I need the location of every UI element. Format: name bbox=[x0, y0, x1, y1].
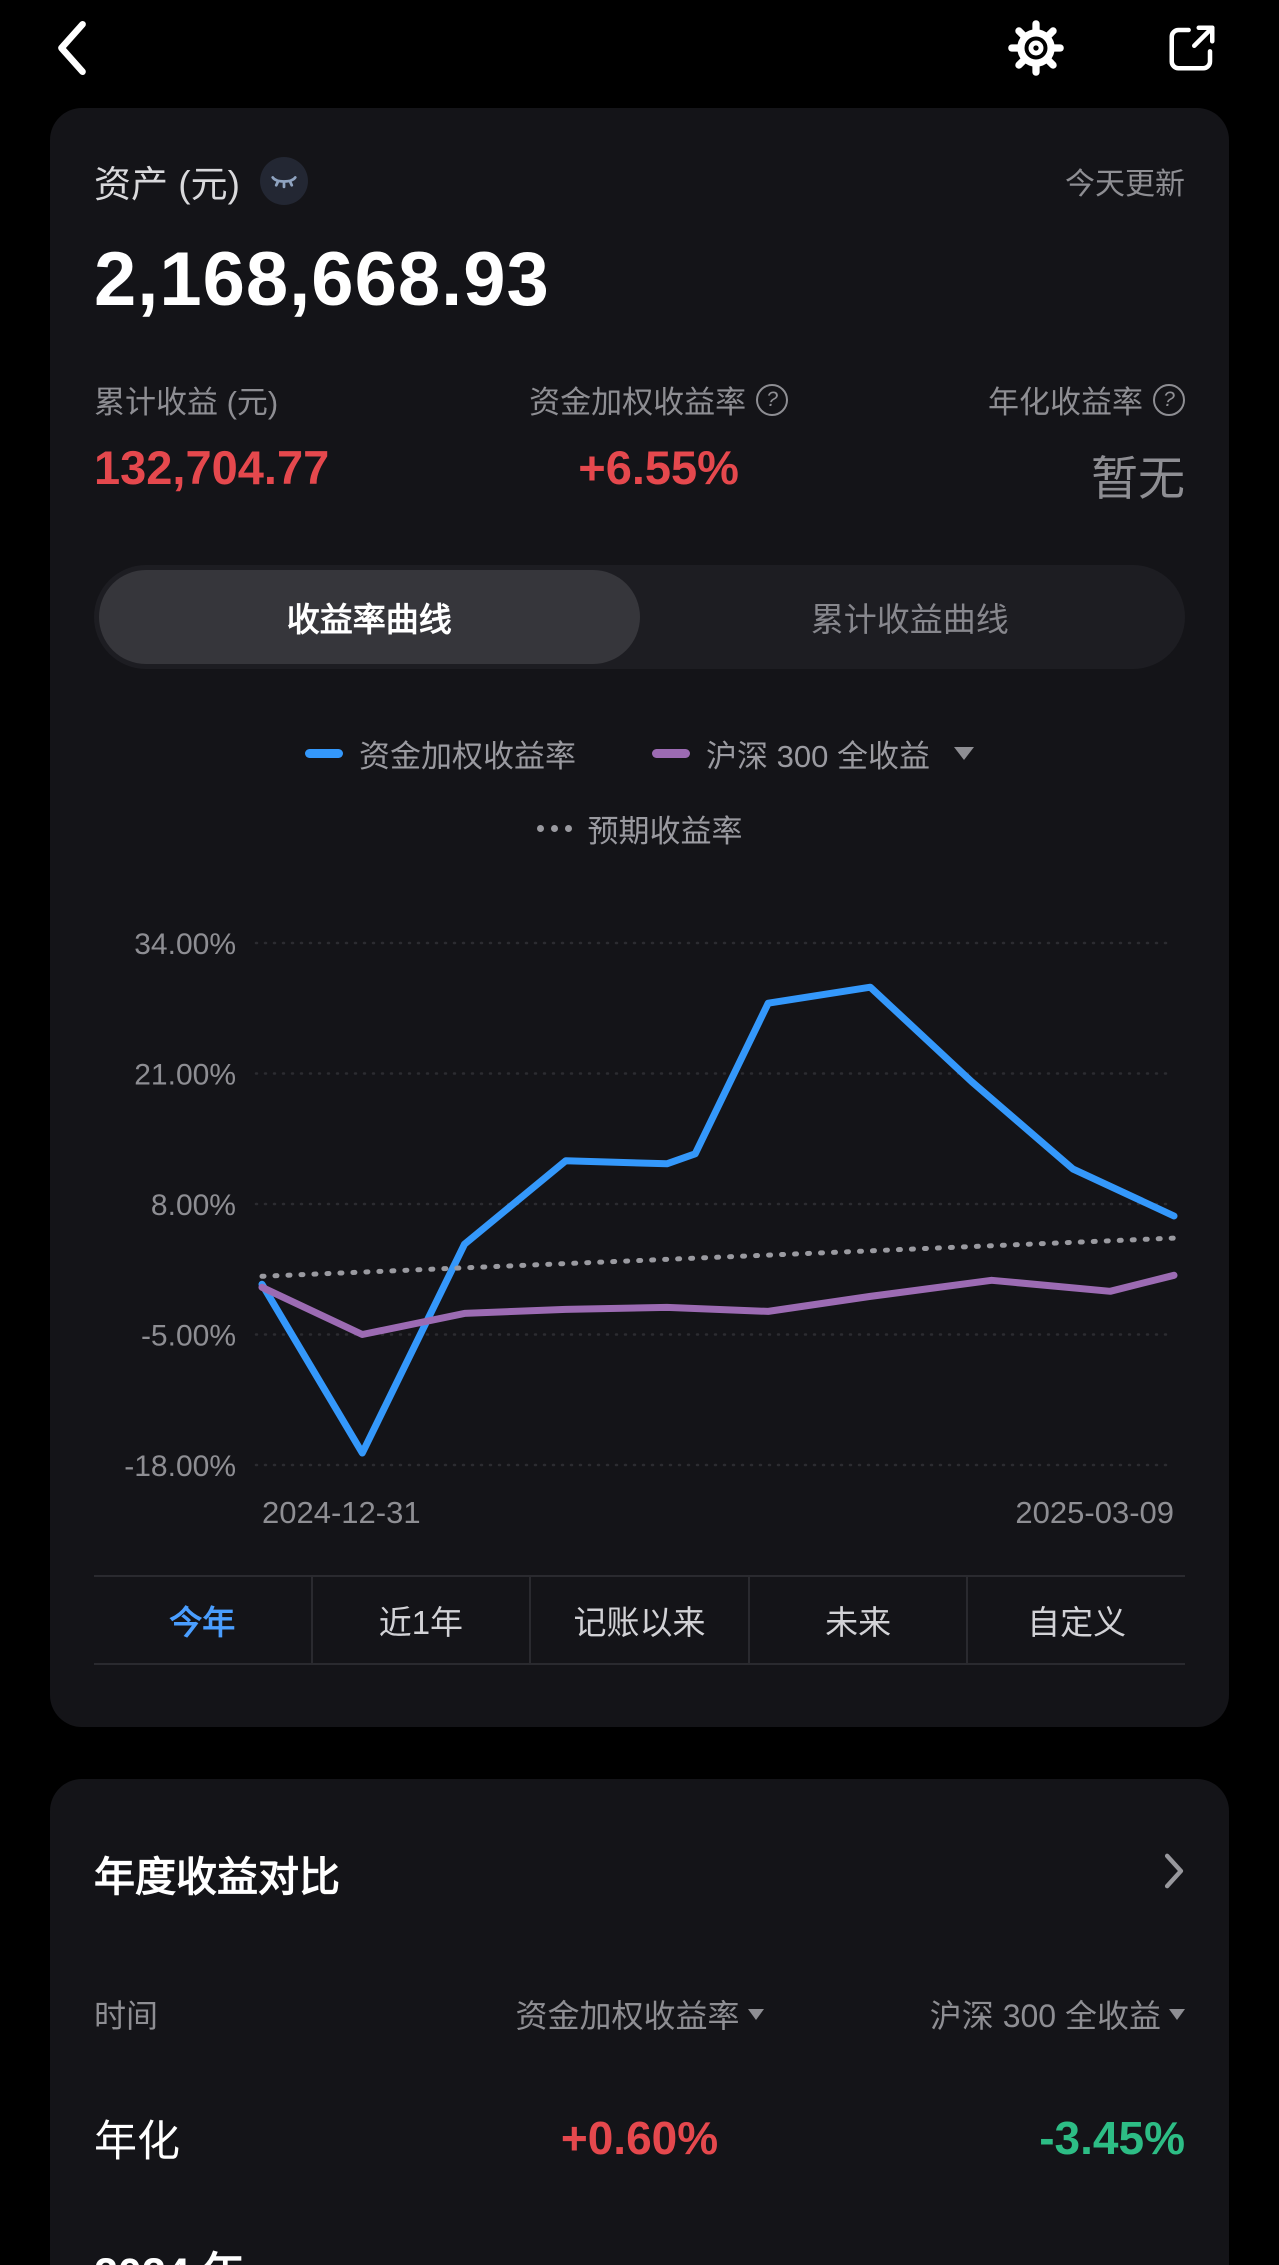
legend-label: 沪深 300 全收益 bbox=[706, 739, 930, 774]
stat-weighted-return: 资金加权收益率 ? +6.55% bbox=[529, 377, 789, 495]
back-button[interactable] bbox=[52, 19, 92, 80]
triangle-down-icon bbox=[1168, 2008, 1185, 2020]
col-weighted-return[interactable]: 资金加权收益率 bbox=[515, 1991, 764, 2037]
legend-label: 预期收益率 bbox=[587, 814, 743, 849]
stat-value: 暂无 bbox=[1090, 452, 1185, 505]
help-icon[interactable]: ? bbox=[1152, 383, 1185, 416]
svg-text:34.00%: 34.00% bbox=[134, 928, 236, 961]
range-tab-this-year[interactable]: 今年 bbox=[94, 1577, 313, 1663]
yearly-title-row[interactable]: 年度收益对比 bbox=[94, 1843, 1185, 1903]
asset-label: 资产 (元) bbox=[94, 164, 240, 205]
range-tab-custom[interactable]: 自定义 bbox=[968, 1577, 1185, 1663]
settings-button[interactable] bbox=[1007, 19, 1065, 80]
updated-text: 今天更新 bbox=[1065, 168, 1185, 201]
chart-legend: 资金加权收益率 沪深 300 全收益 预期收益率 bbox=[94, 731, 1185, 851]
asset-card: 资产 (元) 今天更新 2,168,668.93 累计收益 bbox=[50, 108, 1229, 1727]
svg-text:-5.00%: -5.00% bbox=[141, 1320, 236, 1353]
col-index-return[interactable]: 沪深 300 全收益 bbox=[930, 1991, 1185, 2037]
legend-expected-return: 预期收益率 bbox=[536, 806, 743, 851]
index-return-value: -3.45% bbox=[1039, 2112, 1185, 2164]
help-icon[interactable]: ? bbox=[756, 383, 789, 416]
stat-label: 资金加权收益率 bbox=[529, 385, 747, 420]
svg-text:2025-03-09: 2025-03-09 bbox=[1015, 1495, 1174, 1530]
eye-hidden-icon bbox=[269, 165, 299, 198]
asset-header-row: 资产 (元) 今天更新 bbox=[94, 154, 1185, 208]
stat-label: 年化收益率 bbox=[987, 385, 1143, 420]
yearly-title: 年度收益对比 bbox=[94, 1854, 340, 1900]
total-assets-value: 2,168,668.93 bbox=[94, 237, 550, 322]
legend-label: 资金加权收益率 bbox=[359, 739, 577, 774]
table-row-2024: 2024 年 全年 +61.80% +18.24% bbox=[94, 2239, 1185, 2265]
top-bar-actions bbox=[1007, 19, 1219, 80]
visibility-toggle-button[interactable] bbox=[259, 157, 308, 205]
legend-benchmark-index[interactable]: 沪深 300 全收益 bbox=[652, 731, 974, 776]
tab-cumulative-return-curve[interactable]: 累计收益曲线 bbox=[640, 570, 1181, 664]
svg-text:2024-12-31: 2024-12-31 bbox=[262, 1495, 421, 1530]
stat-cumulative-return: 累计收益 (元) 132,704.77 bbox=[94, 377, 329, 495]
chevron-right-icon bbox=[1163, 1850, 1185, 1897]
svg-text:8.00%: 8.00% bbox=[151, 1189, 236, 1222]
svg-text:-18.00%: -18.00% bbox=[124, 1450, 236, 1483]
range-tab-future[interactable]: 未来 bbox=[750, 1577, 969, 1663]
return-chart[interactable]: 34.00% 21.00% 8.00% -5.00% -18.00% 2024-12-31… bbox=[94, 899, 1185, 1539]
stat-value: +6.55% bbox=[578, 441, 739, 494]
blue-line-swatch-icon bbox=[305, 749, 344, 758]
curve-tab-bar: 收益率曲线 累计收益曲线 bbox=[94, 565, 1185, 669]
range-tab-bar: 今年 近1年 记账以来 未来 自定义 bbox=[94, 1575, 1185, 1665]
weighted-return-value: +0.60% bbox=[560, 2112, 719, 2164]
share-button[interactable] bbox=[1165, 21, 1219, 78]
yearly-table-header: 时间 资金加权收益率 沪深 300 全收益 bbox=[94, 1991, 1185, 2037]
chevron-left-icon bbox=[52, 19, 92, 80]
range-tab-1-year[interactable]: 近1年 bbox=[313, 1577, 532, 1663]
top-bar bbox=[0, 0, 1279, 92]
col-time: 时间 bbox=[94, 1998, 159, 2034]
yearly-comparison-card: 年度收益对比 时间 资金加权收益率 沪深 300 全收益 年化 +0.60% -… bbox=[50, 1779, 1229, 2265]
period-label: 2024 年 bbox=[94, 2239, 458, 2265]
legend-weighted-return: 资金加权收益率 bbox=[305, 731, 576, 776]
stat-label: 累计收益 (元) bbox=[94, 385, 279, 420]
period-label: 年化 bbox=[94, 2118, 180, 2166]
gear-icon bbox=[1007, 19, 1065, 80]
stats-row: 累计收益 (元) 132,704.77 资金加权收益率 ? +6.55% 年化收… bbox=[94, 377, 1185, 509]
purple-line-swatch-icon bbox=[652, 749, 691, 758]
table-row-annualized: 年化 +0.60% -3.45% bbox=[94, 2107, 1185, 2169]
svg-text:21.00%: 21.00% bbox=[134, 1059, 236, 1092]
stat-value: 132,704.77 bbox=[94, 441, 330, 494]
share-icon bbox=[1165, 21, 1219, 78]
triangle-down-icon bbox=[953, 747, 974, 760]
range-tab-since-inception[interactable]: 记账以来 bbox=[531, 1577, 750, 1663]
triangle-down-icon bbox=[747, 2008, 764, 2020]
dotted-line-swatch-icon bbox=[536, 825, 572, 832]
tab-return-rate-curve[interactable]: 收益率曲线 bbox=[99, 570, 640, 664]
stat-annualized-return: 年化收益率 ? 暂无 bbox=[988, 377, 1185, 509]
